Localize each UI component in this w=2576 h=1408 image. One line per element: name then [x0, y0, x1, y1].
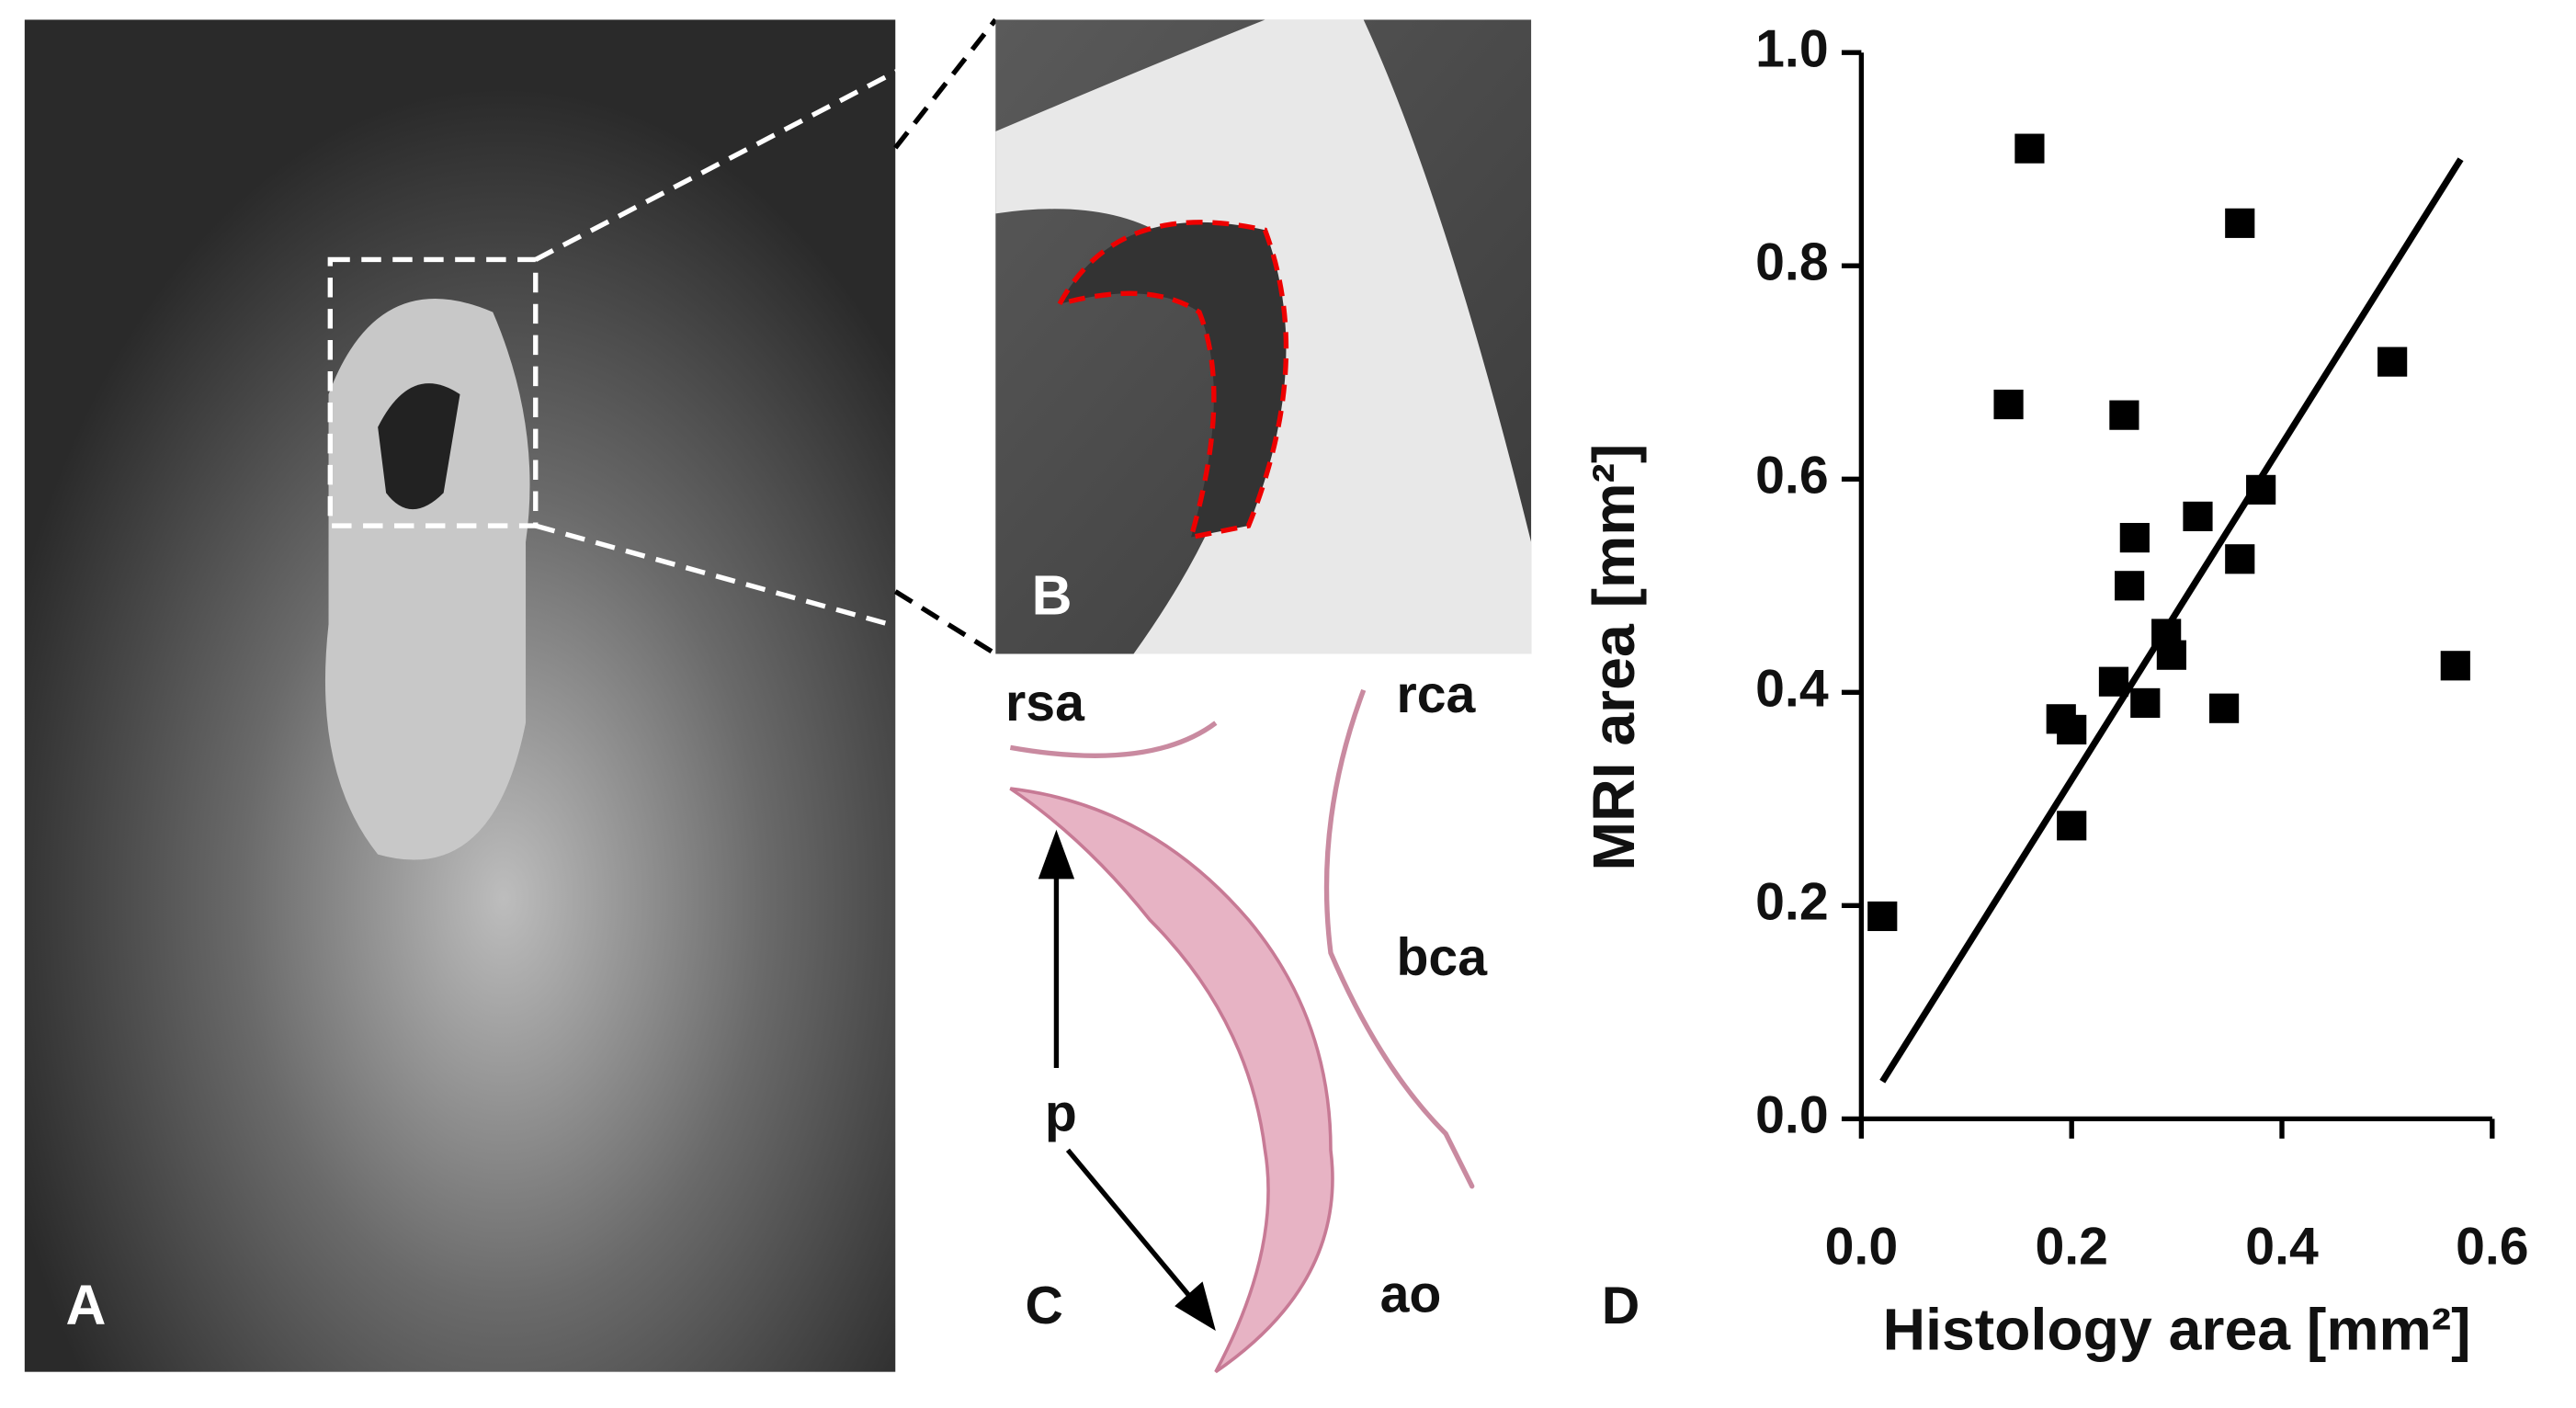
point: [2225, 544, 2255, 574]
y-tick-label: 0.4: [1755, 659, 1829, 718]
point: [2209, 693, 2240, 723]
arrow-head: [1175, 1281, 1216, 1331]
point: [2225, 208, 2255, 238]
tissue-edge: [1009, 721, 1218, 758]
point: [2440, 651, 2470, 681]
panel-a: A: [24, 19, 896, 1372]
panel-label: D: [1602, 1277, 1640, 1335]
arrow: [1065, 1148, 1194, 1300]
panel-label: A: [66, 1274, 107, 1336]
zoom-box: [327, 256, 539, 528]
y-tick-label: 0.0: [1755, 1085, 1829, 1144]
zoom-line: [893, 17, 998, 150]
contour: [1054, 220, 1289, 541]
zoom-line: [534, 17, 997, 262]
y-axis-label: MRI area [mm²]: [1581, 444, 1647, 871]
annotation: p: [1045, 1084, 1077, 1143]
panel-label: C: [1025, 1277, 1062, 1335]
x-tick-label: 0.4: [2245, 1217, 2319, 1276]
point: [2377, 346, 2408, 377]
point: [1867, 901, 1898, 932]
panel-c: rsa rca bca p ao C: [1005, 665, 1488, 1374]
zoom-line: [535, 523, 997, 657]
arrow-head: [1038, 829, 1075, 880]
x-axis-label: Histology area [mm²]: [1883, 1297, 2471, 1363]
point: [2014, 133, 2045, 164]
x-tick-label: 0.2: [2035, 1217, 2108, 1276]
y-tick-label: 0.6: [1755, 446, 1829, 505]
point: [2156, 640, 2186, 670]
point: [2057, 714, 2087, 745]
panel-b: B: [995, 19, 1532, 654]
point: [2183, 501, 2213, 531]
zoom-line: [893, 589, 997, 656]
x-tick-label: 0.0: [1825, 1217, 1898, 1276]
point: [1993, 389, 2024, 420]
point: [2057, 811, 2087, 841]
annotation: ao: [1380, 1265, 1442, 1323]
point: [2109, 400, 2139, 430]
tissue-edge: [1323, 688, 1475, 1189]
annotation: bca: [1396, 928, 1488, 987]
point: [2130, 687, 2161, 718]
panel-label: B: [1032, 564, 1072, 627]
tissue: [1009, 787, 1334, 1374]
y-tick-label: 1.0: [1755, 19, 1829, 78]
point: [2119, 522, 2150, 553]
aorta-shape: [324, 299, 530, 860]
y-tick-label: 0.2: [1755, 872, 1829, 931]
point: [2115, 571, 2145, 601]
lumen-shape: [378, 383, 460, 510]
y-tick-label: 0.8: [1755, 233, 1829, 291]
x-tick-label: 0.6: [2456, 1217, 2528, 1276]
fit-line: [1879, 157, 2464, 1084]
annotation: rca: [1396, 665, 1476, 724]
annotation: rsa: [1005, 674, 1085, 732]
scatter-plot: D Histology area [mm²] MRI area [mm²] 0.…: [1581, 19, 2529, 1362]
